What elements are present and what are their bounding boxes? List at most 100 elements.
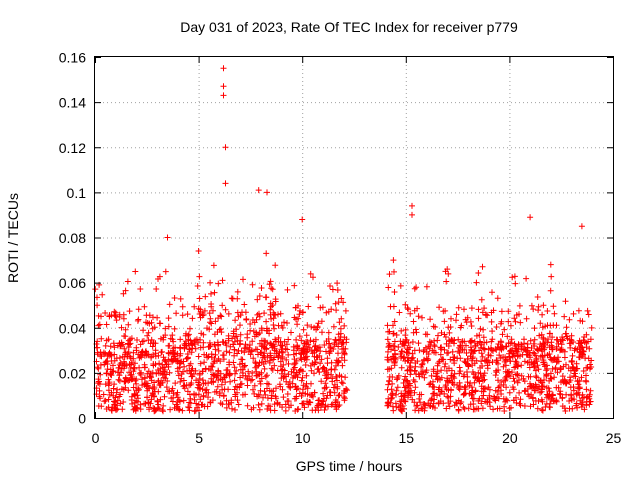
- data-point: [332, 336, 339, 343]
- data-point: [476, 347, 483, 354]
- data-point: [402, 373, 409, 380]
- data-point: [241, 301, 248, 308]
- data-point: [294, 345, 301, 352]
- data-point: [444, 266, 451, 273]
- data-point: [528, 345, 535, 351]
- data-point: [475, 315, 482, 322]
- data-point: [95, 365, 102, 372]
- data-point: [212, 346, 219, 353]
- data-point: [129, 375, 136, 382]
- data-point: [543, 400, 550, 407]
- data-point: [134, 317, 141, 324]
- data-point: [105, 376, 112, 383]
- data-point: [130, 349, 137, 356]
- data-point: [583, 398, 590, 405]
- data-point: [324, 360, 331, 367]
- data-point: [485, 352, 492, 358]
- y-tick-label: 0.14: [59, 95, 86, 111]
- data-point: [493, 324, 500, 330]
- data-point: [173, 310, 180, 317]
- data-point: [282, 407, 289, 414]
- data-point: [289, 380, 296, 387]
- data-point: [110, 362, 116, 369]
- data-point: [457, 368, 464, 375]
- data-point: [322, 380, 329, 387]
- data-point: [300, 345, 307, 352]
- data-point: [284, 286, 291, 293]
- data-point: [434, 337, 441, 344]
- data-point: [230, 330, 237, 337]
- data-point: [187, 325, 193, 332]
- data-point: [460, 373, 467, 380]
- data-point: [443, 405, 450, 412]
- data-point: [279, 355, 286, 362]
- data-point: [226, 359, 233, 366]
- data-point: [284, 398, 291, 404]
- data-point: [469, 389, 476, 396]
- data-point: [320, 390, 327, 397]
- data-point: [191, 341, 198, 348]
- data-point: [412, 363, 419, 370]
- data-point: [415, 340, 422, 347]
- data-point: [586, 401, 593, 408]
- data-point: [338, 354, 345, 361]
- data-point: [208, 303, 215, 310]
- data-point: [110, 340, 117, 347]
- data-point: [490, 307, 497, 314]
- data-point: [325, 308, 332, 315]
- data-point: [264, 406, 271, 412]
- data-point: [384, 386, 391, 393]
- data-point: [427, 380, 434, 387]
- data-point: [315, 320, 322, 327]
- data-point: [321, 342, 328, 348]
- data-point: [124, 278, 131, 285]
- data-point: [523, 275, 530, 282]
- data-point: [117, 400, 124, 407]
- data-point: [227, 378, 234, 385]
- data-point: [196, 375, 203, 382]
- data-point: [153, 406, 159, 413]
- data-point: [186, 362, 193, 369]
- data-point: [247, 327, 254, 334]
- data-point: [333, 362, 339, 369]
- data-point: [103, 406, 110, 412]
- data-point: [442, 334, 449, 340]
- data-point: [159, 361, 166, 368]
- data-point: [298, 337, 305, 344]
- data-point: [142, 364, 148, 371]
- data-point: [161, 357, 168, 364]
- data-point: [574, 378, 581, 385]
- data-point: [124, 340, 131, 347]
- data-point: [300, 326, 307, 333]
- data-point: [535, 307, 542, 314]
- data-point: [547, 261, 554, 268]
- data-point: [329, 375, 336, 382]
- data-point: [548, 273, 555, 280]
- data-point: [541, 377, 547, 383]
- data-point: [261, 310, 268, 317]
- data-point: [160, 336, 167, 343]
- data-point: [226, 370, 233, 377]
- data-point: [474, 375, 481, 382]
- data-point: [428, 396, 435, 403]
- data-point: [199, 368, 206, 375]
- data-point: [207, 315, 214, 322]
- data-point: [304, 398, 311, 405]
- data-point: [170, 338, 177, 345]
- data-point: [250, 386, 256, 393]
- data-point: [578, 374, 585, 381]
- data-point: [479, 263, 486, 270]
- data-point: [216, 326, 223, 333]
- data-point: [498, 379, 505, 385]
- data-point: [505, 340, 512, 346]
- data-point: [485, 345, 492, 352]
- data-point: [331, 389, 338, 396]
- data-point: [246, 342, 253, 348]
- data-point: [468, 384, 475, 391]
- data-point: [322, 402, 329, 409]
- data-point: [111, 351, 118, 358]
- data-point: [335, 392, 342, 399]
- data-point: [319, 401, 326, 408]
- data-point: [338, 295, 345, 302]
- data-point: [249, 376, 256, 383]
